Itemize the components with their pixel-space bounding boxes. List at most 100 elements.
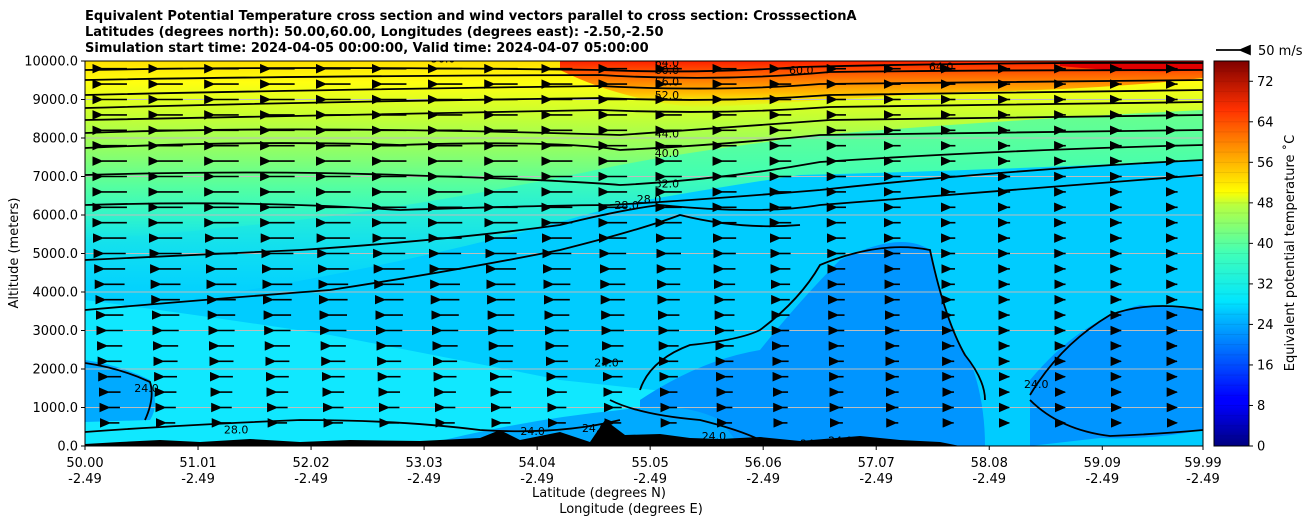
contour-label: 24.0 — [1024, 378, 1049, 391]
contour-52a — [85, 89, 1203, 109]
x-tick-label-lat: 59.09 — [1084, 456, 1121, 471]
x-axis-label: Latitude (degrees N) — [532, 486, 666, 501]
y-axis-label: Altitude (meters) — [7, 198, 22, 309]
contour-label: 64.0 — [655, 56, 680, 69]
contour-28a — [85, 159, 1203, 211]
x-tick-label-lat: 54.04 — [519, 456, 556, 471]
colorbar-tick-label: 32 — [1257, 277, 1274, 292]
colorbar-tick-label: 24 — [1257, 318, 1274, 333]
contour-label: 64.0 — [929, 60, 954, 73]
y-tick-label: 9000.0 — [33, 93, 79, 108]
x-tick-label-lat: 52.02 — [292, 456, 329, 471]
contour-label: 56.0 — [655, 76, 680, 89]
contour-24-west — [85, 362, 153, 421]
x-tick-label-lat: 59.99 — [1184, 456, 1221, 471]
contour-24-east-low — [1029, 399, 1203, 437]
contour-label: 28.0 — [637, 193, 662, 206]
x-tick-label-lon: -2.49 — [520, 472, 554, 487]
x-tick-label-lat: 53.03 — [405, 456, 442, 471]
colorbar — [1214, 61, 1249, 446]
contour-28c — [85, 214, 801, 311]
y-tick-label: 3000.0 — [33, 324, 79, 339]
contour-32 — [85, 144, 1203, 186]
x-tick-label-lon: -2.49 — [1085, 472, 1119, 487]
colorbar-label: Equivalent potential temperature ˚C — [1282, 135, 1298, 371]
plot-area: 24.028.0 24.0 24.024.024.024.0 24.024.028.0… — [85, 53, 1203, 451]
x-tick-label-lat: 51.01 — [179, 456, 216, 471]
quiver-key-label: 50 m/s — [1258, 44, 1303, 59]
chart-title-line-3: Simulation start time: 2024-04-05 00:00:… — [85, 41, 649, 56]
colorbar-tick-label: 0 — [1257, 440, 1265, 455]
colorbar-tick-label: 16 — [1257, 358, 1274, 373]
contour-label: 24.0 — [134, 382, 159, 395]
y-tick-label: 10000.0 — [24, 55, 78, 70]
contour-label: 52.0 — [655, 89, 680, 102]
contour-28-low — [85, 419, 621, 433]
contour-label: 28.0 — [224, 423, 249, 436]
colorbar-tick-label: 8 — [1257, 399, 1265, 414]
colorbar-tick-label: 64 — [1257, 115, 1274, 130]
contour-label: 24.0 — [582, 422, 607, 435]
contour-24-core — [639, 246, 986, 401]
x-tick-label-lon: -2.49 — [1186, 472, 1220, 487]
x-tick-label-lat: 50.00 — [66, 456, 103, 471]
contour-44 — [85, 114, 1203, 136]
x-tick-label-lon: -2.49 — [181, 472, 215, 487]
y-tick-label: 6000.0 — [33, 209, 79, 224]
x-tick-label-lon: -2.49 — [407, 472, 441, 487]
contour-lines — [85, 61, 1203, 441]
contour-label: 24.0 — [520, 425, 545, 438]
y-tick-label: 7000.0 — [33, 170, 79, 185]
x-axis-label-2: Longitude (degrees E) — [559, 502, 703, 517]
contour-label-group: 24.028.0 24.0 24.024.024.024.0 24.024.028.0… — [134, 53, 1049, 451]
contour-24-surface — [609, 399, 761, 441]
y-tick-label: 2000.0 — [33, 363, 79, 378]
wind-vectors — [92, 63, 1179, 428]
x-tick-label-lon: -2.49 — [68, 472, 102, 487]
y-tick-label: 4000.0 — [33, 286, 79, 301]
y-tick-label: 1000.0 — [33, 401, 79, 416]
chart-title-line-1: Equivalent Potential Temperature cross s… — [85, 9, 857, 24]
colorbar-steps — [1214, 70, 1249, 437]
contour-label: 24.0 — [702, 430, 727, 443]
x-tick-label-lat: 56.06 — [745, 456, 782, 471]
terrain — [85, 420, 960, 446]
contour-label: 24.0 — [800, 438, 825, 451]
x-tick-label-lon: -2.49 — [972, 472, 1006, 487]
contour-label: 24.0 — [594, 357, 619, 370]
colorbar-tick-label: 40 — [1257, 237, 1274, 252]
contour-label: 32.0 — [655, 178, 680, 191]
colorbar-tick-label: 56 — [1257, 156, 1274, 171]
colorbar-tick-label: 48 — [1257, 196, 1274, 211]
x-tick-label-lat: 58.08 — [971, 456, 1008, 471]
y-tick-label: 0.0 — [57, 440, 78, 455]
x-tick-label-lat: 55.05 — [632, 456, 669, 471]
x-tick-label-lon: -2.49 — [859, 472, 893, 487]
contour-52b — [85, 101, 1203, 121]
contour-60 — [85, 69, 1203, 81]
contour-24-east — [1029, 305, 1203, 396]
contour-label: 24.0 — [828, 434, 853, 447]
contour-28b — [85, 174, 1203, 261]
y-tick-label: 5000.0 — [33, 247, 79, 262]
contour-40 — [85, 129, 1203, 151]
contour-56 — [85, 79, 1203, 96]
x-tick-label-lon: -2.49 — [294, 472, 328, 487]
contour-label: 56.0 — [431, 53, 456, 66]
contour-label: 40.0 — [655, 147, 680, 160]
colorbar-frame — [1213, 60, 1250, 447]
y-axis: 0.0 1000.0 2000.0 3000.0 4000.0 5000.0 6000.0 7… — [24, 55, 85, 455]
x-tick-label-lon: -2.49 — [746, 472, 780, 487]
contour-label: 28.0 — [614, 199, 639, 212]
x-tick-label-lon: -2.49 — [633, 472, 667, 487]
x-axis: 50.00-2.4951.01-2.4952.02-2.4953.03-2.49… — [66, 446, 1222, 487]
x-tick-label-lat: 57.07 — [858, 456, 895, 471]
field-cyan-low — [85, 300, 700, 446]
contour-label: 44.0 — [655, 128, 680, 141]
contour-label: 60.0 — [655, 64, 680, 77]
chart-title-line-2: Latitudes (degrees north): 50.00,60.00, … — [85, 25, 664, 40]
colorbar-tick-label: 72 — [1257, 75, 1274, 90]
colorbar-ticks: 0 8 16 24 32 40 48 56 64 72 — [1249, 75, 1274, 455]
y-tick-label: 8000.0 — [33, 132, 79, 147]
